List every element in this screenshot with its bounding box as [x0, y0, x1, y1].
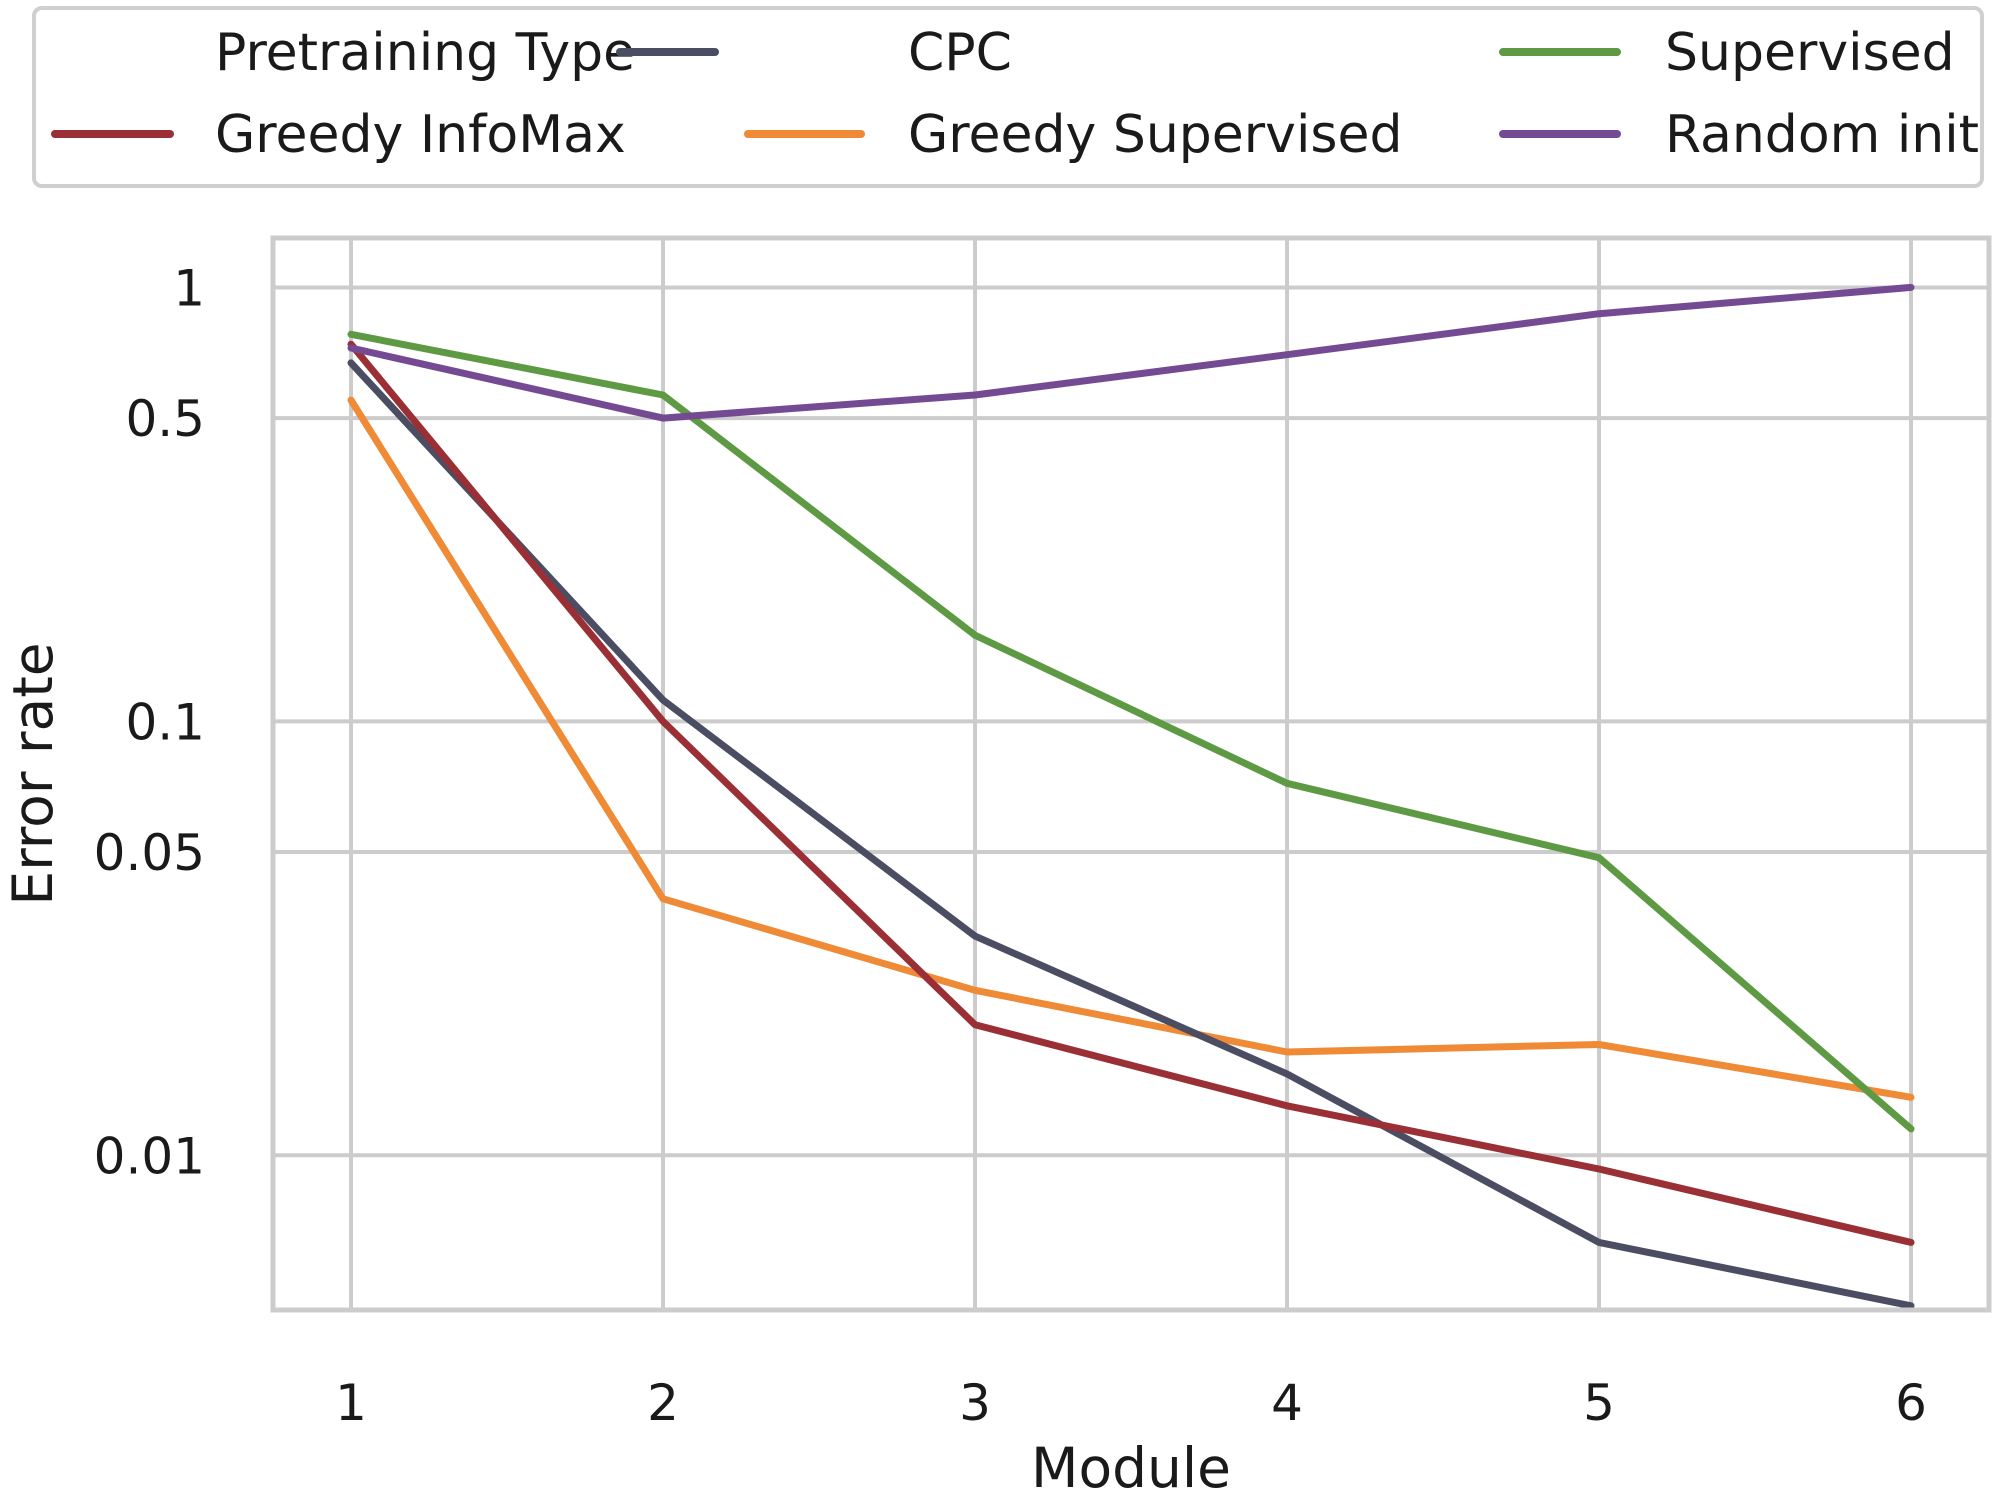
series-line-random-init	[347, 283, 1915, 422]
x-tick-label: 1	[335, 1374, 367, 1432]
legend-label-greedy-infomax: Greedy InfoMax	[215, 105, 626, 165]
x-tick-label: 5	[1583, 1374, 1615, 1432]
legend-frame	[32, 6, 1984, 188]
y-axis-title: Error rate	[1, 642, 65, 905]
legend: Pretraining Type CPC Supervised Greedy Inf…	[32, 6, 1984, 188]
legend-label-cpc: CPC	[908, 23, 1012, 83]
y-tick-label: 0.5	[125, 390, 205, 448]
series-line-greedy-infomax	[347, 340, 1915, 1246]
plot-frame	[270, 235, 1992, 1313]
legend-label-greedy-supervised: Greedy Supervised	[908, 105, 1402, 165]
x-tick-label: 2	[647, 1374, 679, 1432]
plot-area: 1 2 3 4 5 6 1 0.5 0.1 0.05 0.01	[94, 235, 1992, 1432]
plot-background	[273, 238, 1989, 1310]
legend-title: Pretraining Type	[215, 23, 635, 83]
x-tick-label: 3	[959, 1374, 991, 1432]
series-line-greedy-supervised	[347, 396, 1915, 1101]
y-tick-label: 0.1	[125, 693, 205, 751]
series-line-supervised	[347, 330, 1915, 1133]
series-line-cpc	[347, 359, 1915, 1310]
y-tick-label: 0.05	[94, 824, 205, 882]
y-tick-label: 1	[173, 259, 205, 317]
x-tick-label: 4	[1271, 1374, 1303, 1432]
legend-label-random-init: Random init	[1665, 105, 1979, 165]
y-tick-label: 0.01	[94, 1127, 205, 1185]
legend-label-supervised: Supervised	[1665, 23, 1955, 83]
x-axis-title: Module	[1031, 1436, 1231, 1500]
x-tick-label: 6	[1895, 1374, 1927, 1432]
